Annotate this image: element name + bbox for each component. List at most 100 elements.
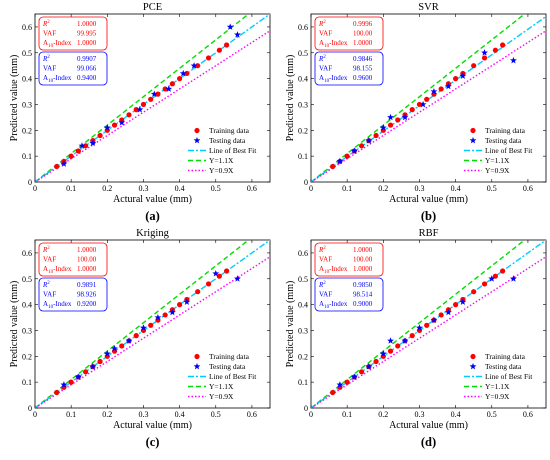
- stat-value: 1.0000: [77, 39, 97, 47]
- training-point: [97, 358, 103, 365]
- stat-value: 1.0000: [353, 39, 373, 47]
- x-axis-label: Actural value (mm): [113, 420, 192, 431]
- training-point: [387, 348, 394, 354]
- legend-label: Y=1.1X: [209, 382, 234, 391]
- chart-panel-pce: 00 0.1 0.1 0.2 0.2 0.3 0.3 0.4 0.4 0.5 0.5 0.6 0.6 PC…: [9, 2, 271, 223]
- x-tick-label: 0.6: [247, 184, 257, 193]
- training-point: [500, 42, 506, 48]
- training-point: [471, 63, 477, 69]
- x-tick-label: 0.2: [102, 184, 112, 193]
- y-tick-label: 0.2: [22, 126, 32, 135]
- training-point: [395, 117, 401, 123]
- x-tick-label: 0.3: [138, 184, 148, 193]
- x-tick-label: 0.2: [378, 184, 388, 193]
- stat-value: 99.995: [77, 30, 97, 38]
- y-tick-label: 0.1: [22, 152, 32, 161]
- testing-point: [481, 49, 488, 56]
- training-point: [68, 379, 74, 385]
- x-tick-label: 0.1: [66, 184, 76, 193]
- stats-box-testing: R2 0.9907 VAF 99.066 A10-Index 0.9400: [38, 51, 108, 86]
- x-tick-label: 0: [309, 410, 313, 419]
- x-tick-label: 0.5: [211, 184, 221, 193]
- stat-key: VAF: [43, 65, 56, 73]
- x-tick-label: 0.2: [102, 410, 112, 419]
- training-point: [330, 389, 336, 396]
- stat-key: A10-Index: [43, 300, 72, 310]
- line-y-1-1x: [35, 240, 250, 408]
- testing-point: [430, 87, 438, 95]
- y-tick-label: 0.3: [22, 326, 32, 335]
- legend-label: Y=1.1X: [209, 156, 234, 165]
- testing-point: [444, 82, 452, 90]
- training-point: [344, 379, 350, 385]
- training-point: [216, 47, 222, 53]
- training-point: [162, 86, 168, 92]
- stat-key: R2: [42, 246, 50, 254]
- training-point: [216, 273, 222, 279]
- line-y-0-9x: [311, 30, 546, 182]
- training-point: [54, 389, 60, 396]
- x-axis-label: Actural value (mm): [389, 420, 468, 431]
- panel-label: (b): [421, 209, 436, 223]
- testing-point: [510, 56, 517, 64]
- x-tick-label: 0.6: [247, 410, 257, 419]
- testing-point: [336, 381, 344, 388]
- legend-label: Y=0.9X: [485, 392, 510, 401]
- testing-point: [89, 363, 97, 370]
- training-point: [177, 302, 183, 308]
- y-tick-label: 0.4: [298, 301, 308, 310]
- stat-key: A10-Index: [319, 74, 348, 84]
- stat-value: 0.9000: [353, 300, 373, 308]
- x-tick-label: 0.1: [342, 184, 352, 193]
- stat-key: VAF: [43, 30, 56, 38]
- x-tick-label: 0: [33, 184, 37, 193]
- stats-box-training: R2 1.0000 VAF 100.00 A10-Index 1.0000: [38, 242, 108, 277]
- x-tick-label: 0.3: [138, 410, 148, 419]
- stat-key: R2: [318, 246, 326, 254]
- stat-key: R2: [318, 20, 326, 28]
- training-point: [111, 122, 118, 128]
- training-point: [409, 333, 415, 339]
- testing-point: [365, 137, 373, 144]
- line-y-0-9x: [35, 30, 270, 182]
- y-tick-label: 0.6: [22, 23, 32, 32]
- stats-box-testing: R2 0.9846 VAF 98.155 A10-Index 0.9600: [314, 51, 384, 86]
- testing-point: [190, 62, 198, 69]
- stats-box-training: R2 1.0000 VAF 99.995 A10-Index 1.0000: [38, 16, 108, 51]
- training-point: [184, 70, 190, 77]
- testing-point: [379, 350, 387, 357]
- legend-swatch-testing: [469, 136, 477, 144]
- training-point: [373, 132, 379, 139]
- legend-label: Line of Best Fit: [209, 146, 257, 155]
- panel-label: (c): [146, 435, 160, 449]
- stats-box-testing: R2 0.9850 VAF 98.514 A10-Index 0.9000: [314, 277, 384, 312]
- testing-point: [459, 298, 467, 305]
- stat-key: A10-Index: [43, 265, 72, 275]
- testing-point: [387, 337, 394, 344]
- stat-key: VAF: [43, 256, 56, 264]
- stat-key: VAF: [319, 30, 332, 38]
- stat-key: R2: [318, 281, 326, 289]
- stat-value: 1.0000: [353, 265, 373, 273]
- testing-point: [78, 142, 86, 149]
- y-tick-label: 0.4: [298, 75, 308, 84]
- training-point: [387, 122, 394, 128]
- testing-point: [226, 23, 234, 30]
- training-point: [492, 47, 498, 53]
- y-tick-label: 0.4: [22, 75, 32, 84]
- legend-label: Line of Best Fit: [209, 372, 257, 381]
- testing-point: [430, 316, 438, 324]
- y-axis-label: Predicted value (mm): [285, 281, 296, 368]
- stat-value: 100.00: [77, 256, 97, 264]
- training-point: [83, 369, 89, 375]
- y-tick-label: 0: [304, 178, 308, 187]
- y-axis-label: Predicted value (mm): [9, 281, 20, 368]
- testing-point: [60, 381, 68, 388]
- stat-key: A10-Index: [319, 265, 348, 275]
- legend-box: [463, 126, 543, 179]
- x-tick-label: 0.3: [414, 184, 424, 193]
- training-point: [438, 86, 444, 92]
